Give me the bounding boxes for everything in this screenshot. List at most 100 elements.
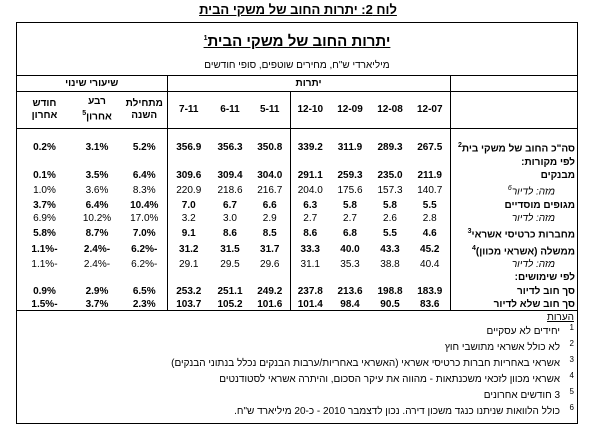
row-label-text: מזה: לדיור bbox=[511, 213, 555, 225]
table-box: יתרות החוב של משקי הבית1 מיליארדי ש"ח, מח… bbox=[16, 22, 578, 424]
note-number: 6 bbox=[569, 403, 574, 412]
footnote-ref: 4 bbox=[472, 244, 476, 252]
cell-value: 5.2% bbox=[132, 141, 156, 153]
empty-cell bbox=[410, 129, 450, 140]
row-label: סה"כ החוב של משקי בית2 bbox=[449, 139, 577, 156]
table-row: מחברות כרטיסי אשראי3 4.6 5.5 6.8 8.6 8.5 8.6 9.… bbox=[17, 225, 577, 242]
empty-cell bbox=[122, 271, 167, 284]
cell-value: 38.8 bbox=[380, 259, 400, 271]
empty-cell bbox=[449, 128, 577, 139]
cell-value: 3.2 bbox=[166, 211, 210, 226]
cell-value: 101.6 bbox=[257, 299, 283, 311]
table-row: לפי שימושים: bbox=[17, 271, 577, 285]
note-text: אשראי באחריות חברות כרטיסי אשראי (האשראי… bbox=[171, 358, 560, 369]
cell-value: 7.0 bbox=[166, 198, 210, 212]
empty-cell bbox=[17, 129, 72, 140]
column-label: 12-08 bbox=[377, 104, 403, 115]
cell-value: 29.6 bbox=[260, 259, 280, 271]
footnote-ref: 3 bbox=[467, 228, 472, 236]
group-header: שיעורי שינוי bbox=[16, 75, 167, 92]
note-number: 5 bbox=[569, 387, 574, 396]
footnote-ref: 2 bbox=[457, 142, 462, 149]
cell-value: 98.4 bbox=[340, 299, 360, 311]
empty-cell bbox=[250, 155, 290, 168]
empty-cell bbox=[210, 129, 250, 140]
cell-value: 5.5 bbox=[383, 227, 397, 239]
row-label: מזה: לדיור bbox=[449, 211, 577, 226]
row-label-text: מבנקים bbox=[540, 169, 575, 181]
cell-value: 259.3 bbox=[337, 169, 363, 181]
note-item: 4 אשראי מכוון לזכאי משכנתאות - מהווה את ע… bbox=[16, 371, 578, 388]
cell-value: 235.0 bbox=[377, 169, 403, 181]
group-header: יתרות bbox=[166, 75, 450, 92]
cell-value: 33.3 bbox=[289, 241, 330, 258]
table-row: מזה: לדיור6 140.7 157.3 175.6 204.0 216.7 218.… bbox=[17, 182, 577, 199]
cell-value: 291.1 bbox=[289, 168, 330, 183]
title-row: יתרות החוב של משקי הבית1 bbox=[17, 23, 577, 55]
cell-value: 251.1 bbox=[217, 285, 243, 297]
cell-value: 6.8 bbox=[343, 227, 357, 239]
cell-value: 356.9 bbox=[166, 139, 210, 156]
row-label-text: סה"כ החוב של משקי בית bbox=[461, 143, 575, 155]
subtitle-row: מיליארדי ש"ח, מחירים שוטפים, סופי חודשים bbox=[16, 55, 577, 76]
empty-cell bbox=[122, 155, 167, 168]
cell-value: 45.2 bbox=[420, 244, 440, 256]
caption: לוח 2: יתרות החוב של משקי הבית bbox=[199, 2, 397, 17]
notes: הערות 1 יחידים לא עסקיים 2 לא כולל אשראי מתו… bbox=[16, 310, 578, 420]
empty-cell bbox=[17, 271, 72, 284]
row-label-text: ממשלה (אשראי מכוון) bbox=[475, 245, 575, 257]
empty-cell bbox=[250, 129, 290, 140]
cell-value: 10.2% bbox=[82, 213, 112, 225]
cell-value: 1.0% bbox=[33, 184, 56, 196]
column-header: 12-09 bbox=[330, 91, 370, 129]
note-item: 1 יחידים לא עסקיים bbox=[16, 323, 578, 340]
empty-cell bbox=[370, 155, 410, 168]
table-row: מזה: לדיור 2.8 2.6 2.7 2.7 2.9 3.0 3.2 17.0% 10.2… bbox=[17, 211, 577, 226]
cell-value: 237.8 bbox=[289, 284, 330, 299]
cell-value: 309.6 bbox=[166, 168, 210, 183]
cell-value: 183.9 bbox=[417, 285, 443, 297]
cell-value: 5.8 bbox=[383, 199, 397, 211]
row-label: סך חוב לדיור bbox=[449, 284, 577, 299]
empty-cell bbox=[17, 155, 72, 168]
cell-value: 220.9 bbox=[166, 182, 210, 199]
row-label: מחברות כרטיסי אשראי3 bbox=[449, 225, 577, 242]
column-label: רבע אחרון bbox=[86, 96, 112, 123]
header-row: 12-07 12-08 12-09 12-10 5-11 6-11 7-11 מתחילת ה… bbox=[16, 91, 577, 129]
column-header: 7-11 bbox=[166, 91, 210, 129]
table-row: לפי מקורות: bbox=[17, 155, 577, 169]
row-label-text: מגופים מוסדיים bbox=[504, 199, 575, 211]
column-label: חודש אחרון bbox=[31, 98, 58, 121]
note-item: 3 אשראי באחריות חברות כרטיסי אשראי (האשרא… bbox=[16, 355, 578, 372]
notes-title: הערות bbox=[16, 310, 578, 324]
column-label: 12-09 bbox=[337, 104, 363, 115]
empty-cell bbox=[210, 271, 250, 284]
cell-value: 8.5 bbox=[262, 227, 277, 239]
cell-value: 6.3 bbox=[289, 198, 330, 212]
empty-cell bbox=[449, 91, 577, 129]
column-label: 6-11 bbox=[220, 104, 240, 115]
cell-value: 7.0% bbox=[132, 227, 156, 239]
table-row: סך חוב שלא לדיור 83.6 90.5 98.4 101.4 101.6 10… bbox=[17, 298, 577, 312]
row-label-text: לפי שימושים: bbox=[514, 272, 575, 284]
empty-cell bbox=[166, 128, 210, 139]
cell-value: 157.3 bbox=[377, 184, 403, 196]
row-label: מבנקים bbox=[449, 168, 577, 183]
row-label-text: מזה: לדיור bbox=[511, 259, 555, 271]
row-label-text: לפי מקורות: bbox=[521, 156, 575, 168]
cell-value: 198.8 bbox=[377, 285, 403, 297]
cell-value: 304.0 bbox=[257, 169, 283, 181]
cell-value: -6.2% bbox=[131, 244, 158, 256]
cell-value: 2.9 bbox=[262, 213, 277, 225]
empty-cell bbox=[289, 128, 330, 139]
cell-value: 2.8 bbox=[422, 213, 437, 225]
cell-value: 29.1 bbox=[166, 257, 210, 272]
cell-value: -2.4% bbox=[83, 244, 111, 256]
note-number: 3 bbox=[569, 355, 574, 364]
table-row: סך חוב לדיור 183.9 198.8 213.6 237.8 249.2 251… bbox=[17, 284, 577, 299]
column-header: רבע אחרון5 bbox=[72, 91, 122, 129]
row-label: מזה: לדיור bbox=[449, 257, 577, 272]
empty-cell bbox=[410, 271, 450, 284]
column-label: 12-07 bbox=[416, 104, 443, 115]
cell-value: 175.6 bbox=[337, 184, 363, 196]
